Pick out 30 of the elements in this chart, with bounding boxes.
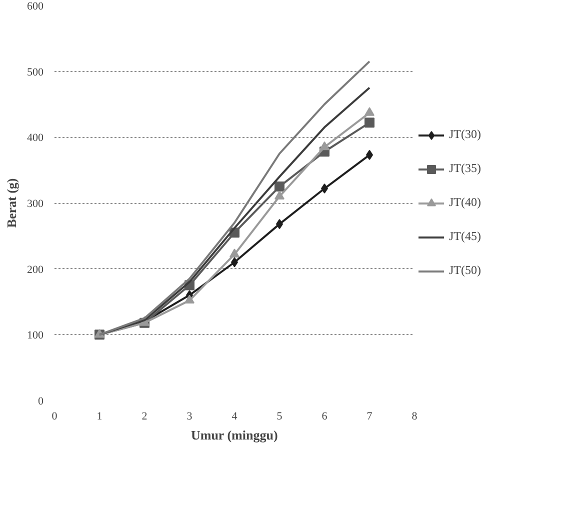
- x-tick-label: 5: [276, 410, 283, 422]
- point: [274, 182, 284, 192]
- x-tick-label: 1: [96, 410, 102, 422]
- y-tick-label: 600: [27, 0, 44, 12]
- point: [230, 248, 240, 258]
- point: [320, 141, 330, 150]
- legend-label: JT(50): [449, 263, 481, 278]
- y-tick-label: 200: [27, 264, 44, 276]
- y-tick-label: 400: [27, 132, 44, 144]
- x-tick-label: 8: [412, 410, 418, 422]
- point: [184, 294, 194, 304]
- y-axis-title: Berat (g): [4, 178, 19, 228]
- y-tick-label: 500: [27, 66, 44, 78]
- x-tick-label: 3: [186, 410, 193, 422]
- legend-label: JT(30): [449, 127, 481, 142]
- x-tick-label: 0: [52, 410, 58, 422]
- x-axis-title: Umur (minggu): [190, 428, 278, 442]
- point: [364, 107, 374, 116]
- y-tick-label: 100: [27, 330, 44, 342]
- x-tick-label: 7: [366, 410, 373, 422]
- legend-label: JT(45): [449, 229, 481, 244]
- y-tick-label: 0: [38, 396, 44, 408]
- point: [274, 190, 284, 200]
- x-tick-label: 2: [142, 410, 148, 422]
- legend-label: JT(40): [449, 195, 481, 210]
- x-tick-label: 6: [322, 410, 328, 422]
- legend-label: JT(35): [449, 161, 481, 176]
- y-tick-label: 300: [27, 198, 44, 210]
- x-tick-label: 4: [232, 410, 238, 422]
- point: [364, 118, 374, 128]
